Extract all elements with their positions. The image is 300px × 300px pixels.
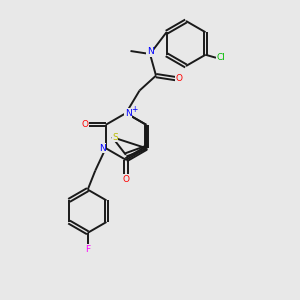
Text: Cl: Cl	[217, 53, 226, 62]
Text: S: S	[112, 133, 118, 142]
Text: O: O	[82, 120, 89, 129]
Text: N: N	[147, 47, 153, 56]
Text: N: N	[99, 144, 106, 153]
Text: +: +	[131, 105, 138, 114]
Text: N: N	[125, 109, 131, 118]
Text: O: O	[175, 74, 182, 83]
Text: O: O	[122, 175, 130, 184]
Text: F: F	[85, 245, 90, 254]
